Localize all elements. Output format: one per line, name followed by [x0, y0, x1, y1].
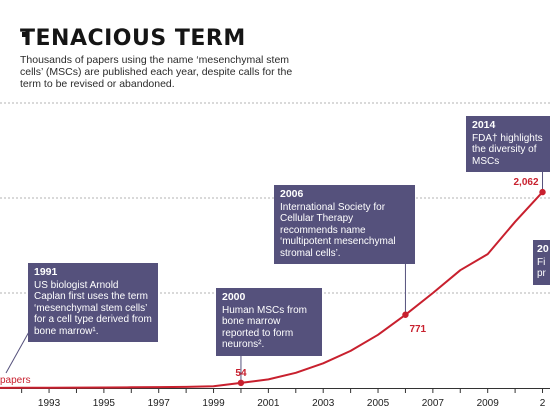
annotation-1991: 1991 US biologist Arnold Caplan first us…: [28, 263, 158, 342]
point-markers: [237, 188, 546, 387]
point-marker: [237, 379, 245, 387]
tick-label: 2007: [422, 398, 445, 409]
chart-subtitle: Thousands of papers using the name ‘mese…: [20, 54, 293, 90]
tick-label: 2005: [367, 398, 390, 409]
x-axis: 11993199519971999200120032005200720092: [0, 388, 550, 409]
point-labels: 54 771 2,062: [235, 177, 539, 379]
chart-title: TENACIOUS TERM: [20, 26, 246, 51]
annotation-2006-text: International Society for Cellular Thera…: [280, 201, 396, 259]
tick-label: 2003: [312, 398, 335, 409]
series-line-0: [0, 191, 544, 389]
annotation-2000-text: Human MSCs from bone marrow reported to …: [222, 304, 308, 351]
annotation-1991-text: US biologist Arnold Caplan first uses th…: [34, 279, 152, 337]
connector-1991-diag: [5, 329, 31, 374]
tick-label: 1997: [148, 398, 171, 409]
point-marker: [402, 311, 409, 318]
title-marker: [22, 32, 27, 37]
annotation-2006-year: 2006: [280, 188, 304, 200]
papers-label: papers: [0, 375, 31, 386]
annotation-1991-year: 1991: [34, 266, 58, 278]
data-label: 771: [409, 324, 426, 335]
tick-label: 2: [540, 398, 546, 409]
data-label: 54: [235, 368, 247, 379]
point-marker: [539, 188, 546, 196]
tick-label: 1995: [93, 398, 116, 409]
annotation-2016: 20 Fi pr: [533, 240, 550, 285]
tick-label: 2009: [477, 398, 500, 409]
annotation-2006: 2006 International Society for Cellular …: [274, 185, 415, 264]
annotation-2000-year: 2000: [222, 291, 246, 303]
series-line: [0, 191, 544, 389]
data-label: 2,062: [513, 177, 538, 188]
annotation-2014: 2014 FDA† highlights the diversity of MS…: [466, 116, 550, 172]
annotation-2016-text: Fi pr: [537, 256, 546, 280]
tick-label: 1999: [202, 398, 225, 409]
annotation-2000: 2000 Human MSCs from bone marrow reporte…: [216, 288, 322, 356]
tick-label: 2001: [257, 398, 280, 409]
annotation-2014-text: FDA† highlights the diversity of MSCs: [472, 132, 543, 167]
tick-label: 1993: [38, 398, 61, 409]
annotation-2016-year: 20: [537, 243, 549, 255]
annotation-2014-year: 2014: [472, 119, 496, 131]
